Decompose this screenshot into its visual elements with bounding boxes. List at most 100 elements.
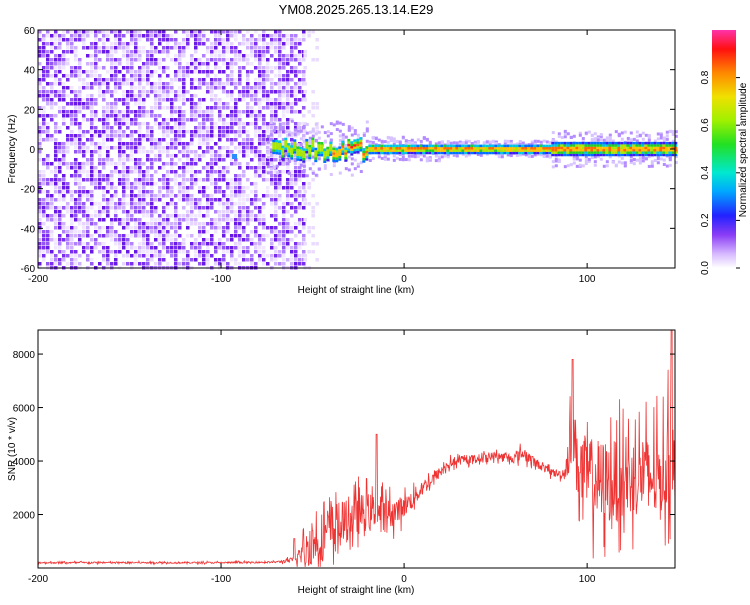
spectrogram-cell: [238, 50, 242, 54]
spectrogram-cell: [246, 62, 250, 66]
spectrogram-cell: [54, 222, 58, 226]
spectrogram-cell: [449, 149, 453, 152]
spectrogram-cell: [458, 149, 462, 152]
spectrogram-cell: [126, 142, 130, 146]
spectrogram-cell: [238, 122, 242, 126]
spectrogram-cell: [626, 140, 630, 144]
spectrogram-cell: [158, 106, 162, 110]
spectrogram-cell: [282, 66, 286, 70]
spectrogram-cell: [226, 170, 230, 174]
spectrogram-cell: [46, 98, 50, 102]
spectrogram-cell: [234, 106, 238, 110]
spectrogram-cell: [150, 54, 154, 58]
spectrogram-cell: [464, 154, 468, 158]
spectrogram-cell: [218, 118, 222, 122]
spectrogram-cell: [290, 94, 294, 98]
spectrogram-cell: [182, 42, 186, 46]
spectrogram-cell: [266, 46, 270, 50]
spectrogram-cell: [593, 151, 597, 154]
spectrogram-cell: [190, 102, 194, 106]
spectrogram-cell: [198, 114, 202, 118]
spectrogram-cell: [102, 46, 106, 50]
spectrogram-cell: [206, 146, 210, 150]
spectrogram-cell: [118, 154, 122, 158]
spectrogram-cell: [194, 66, 198, 70]
spectrogram-cell: [150, 130, 154, 134]
spectrogram-cell: [246, 70, 250, 74]
spectrogram-cell: [154, 86, 158, 90]
spectrogram-cell: [262, 42, 266, 46]
spectrogram-cell: [190, 134, 194, 138]
spectrogram-cell: [258, 86, 262, 90]
spectrogram-cell: [326, 149, 330, 152]
spectrogram-cell: [46, 154, 50, 158]
spectrogram-cell: [38, 226, 42, 230]
spectrogram-cell: [238, 126, 242, 130]
spectrogram-cell: [214, 86, 218, 90]
spectrogram-cell: [186, 194, 190, 198]
spectrogram-cell: [198, 254, 202, 258]
spectrogram-cell: [186, 178, 190, 182]
spectrogram-cell: [258, 234, 262, 238]
spectrogram-cell: [428, 142, 432, 146]
spectrogram-cell: [154, 206, 158, 210]
spectrogram-cell: [653, 159, 657, 163]
spectrogram-cell: [515, 147, 519, 150]
spectrogram-cell: [66, 182, 70, 186]
spectrogram-cell: [82, 130, 86, 134]
spectrogram-cell: [270, 42, 274, 46]
spectrogram-cell: [90, 42, 94, 46]
spectrogram-cell: [278, 70, 282, 74]
spectrogram-cell: [298, 190, 302, 194]
spectrogram-cell: [38, 138, 42, 142]
spectrogram-cell: [166, 106, 170, 110]
spectrogram-cell: [605, 139, 609, 143]
spectrogram-cell: [126, 54, 130, 58]
spectrogram-cell: [551, 131, 555, 135]
spectrogram-cell: [234, 78, 238, 82]
spectrogram-cell: [302, 157, 306, 161]
spectrogram-cell: [527, 154, 531, 158]
spectrogram-cell: [174, 242, 178, 246]
spectrogram-cell: [222, 262, 226, 266]
spectrogram-cell: [270, 254, 274, 258]
spectrogram-cell: [54, 218, 58, 222]
spectrogram-cell: [286, 62, 290, 66]
spectrogram-cell: [154, 70, 158, 74]
spectrogram-cell: [186, 66, 190, 70]
spectrogram-cell: [190, 78, 194, 82]
spectrogram-cell: [122, 222, 126, 226]
spectrogram-cell: [194, 30, 198, 34]
spectrogram-cell: [114, 262, 118, 266]
spectrogram-cell: [234, 222, 238, 226]
spectrogram-cell: [218, 42, 222, 46]
spectrogram-cell: [102, 142, 106, 146]
spectrogram-cell: [290, 254, 294, 258]
spectrogram-cell: [162, 194, 166, 198]
spectrogram-cell: [162, 38, 166, 42]
spectrogram-cell: [114, 258, 118, 262]
spectrogram-cell: [94, 42, 98, 46]
spectrogram-cell: [311, 171, 315, 175]
spectrogram-cell: [302, 139, 306, 143]
spectrogram-y-tick-label: 60: [24, 26, 36, 37]
spectrogram-cell: [146, 54, 150, 58]
spectrogram-cell: [114, 190, 118, 194]
spectrogram-cell: [86, 30, 90, 34]
spectrogram-cell: [272, 149, 276, 152]
spectrogram-cell: [290, 152, 294, 155]
spectrogram-cell: [194, 246, 198, 250]
spectrogram-cell: [202, 62, 206, 66]
spectrogram-cell: [234, 242, 238, 246]
spectrogram-cell: [158, 258, 162, 262]
spectrogram-cell: [254, 246, 258, 250]
spectrogram-cell: [90, 74, 94, 78]
spectrogram-cell: [138, 78, 142, 82]
spectrogram-cell: [194, 134, 198, 138]
spectrogram-cell: [258, 98, 262, 102]
spectrogram-cell: [74, 102, 78, 106]
spectrogram-cell: [166, 230, 170, 234]
spectrogram-cell: [138, 46, 142, 50]
spectrogram-cell: [118, 234, 122, 238]
